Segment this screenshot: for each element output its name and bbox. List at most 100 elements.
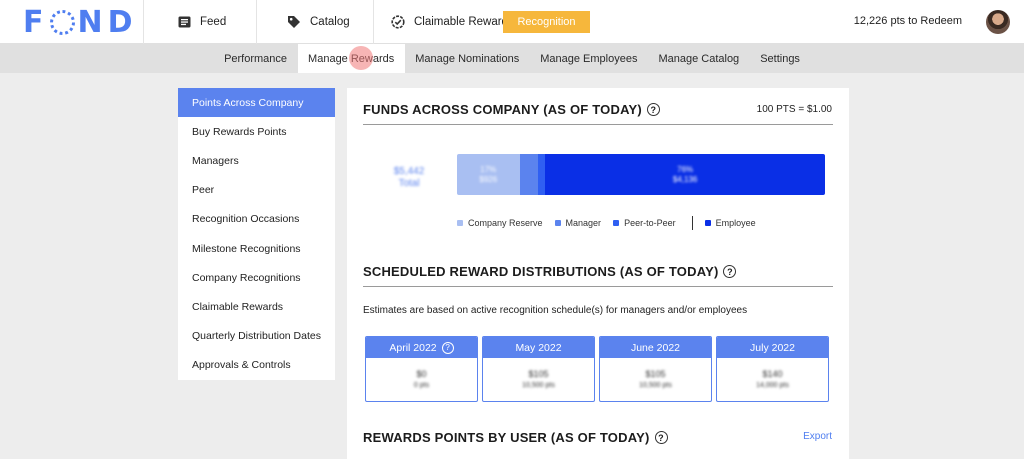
legend-label: Employee	[715, 218, 756, 228]
legend-label: Company Reserve	[468, 218, 543, 228]
legend-swatch	[457, 220, 463, 226]
legend-manager: Manager	[554, 218, 602, 228]
sidebar-item-managers[interactable]: Managers	[192, 154, 239, 167]
month-header: July 2022	[717, 337, 828, 358]
legend-employee: Employee	[704, 218, 756, 228]
points-by-user-title-text: REWARDS POINTS BY USER (AS OF TODAY)	[363, 430, 650, 445]
month-card-june[interactable]: June 2022 $105 10,500 pts	[599, 336, 712, 402]
points-rate: 100 PTS = $1.00	[756, 104, 832, 115]
month-value: $140	[762, 368, 783, 379]
legend-separator	[691, 216, 693, 230]
month-points: 0 pts	[413, 381, 430, 389]
sidebar-item-claimable-rewards[interactable]: Claimable Rewards	[192, 300, 284, 313]
help-icon[interactable]: ?	[723, 265, 737, 278]
funds-title-text: FUNDS ACROSS COMPANY (AS OF TODAY)	[363, 102, 642, 117]
scheduled-title-text: SCHEDULED REWARD DISTRIBUTIONS (AS OF TO…	[363, 264, 719, 279]
tab-manage-employees[interactable]: Manage Employees	[540, 52, 638, 65]
legend-label: Peer-to-Peer	[624, 218, 676, 228]
help-icon[interactable]: ?	[654, 431, 668, 444]
seg-company-reserve-pct: 17%	[480, 164, 497, 174]
bar-segment-peer-to-peer[interactable]	[537, 154, 546, 195]
check-badge-icon	[391, 15, 405, 29]
month-header: April 2022?	[366, 337, 477, 358]
month-body: $0 0 pts	[366, 358, 477, 401]
sidebar-item-milestone-recognitions[interactable]: Milestone Recognitions	[192, 242, 301, 255]
legend-peer-to-peer: Peer-to-Peer	[613, 218, 676, 228]
nav-feed-label: Feed	[200, 16, 227, 28]
month-card-july[interactable]: July 2022 $140 14,000 pts	[716, 336, 829, 402]
logo-o-mark	[49, 9, 75, 35]
sidebar-item-approvals-controls[interactable]: Approvals & Controls	[192, 359, 291, 372]
manage-subnav: Performance Manage Rewards Manage Nomina…	[0, 44, 1024, 73]
top-header: F ND Feed Catalog Claimable Rewards Recog…	[0, 0, 1024, 44]
month-card-may[interactable]: May 2022 $105 10,500 pts	[482, 336, 595, 402]
month-body: $140 14,000 pts	[717, 358, 828, 401]
month-label: June 2022	[630, 341, 681, 354]
month-body: $105 10,500 pts	[600, 358, 711, 401]
nav-catalog-label: Catalog	[310, 16, 350, 28]
month-points: 14,000 pts	[756, 381, 789, 389]
scheduled-title: SCHEDULED REWARD DISTRIBUTIONS (AS OF TO…	[363, 264, 737, 279]
sidebar-item-buy-rewards-points[interactable]: Buy Rewards Points	[192, 125, 287, 138]
month-value: $105	[528, 368, 549, 379]
nav-feed[interactable]: Feed	[143, 0, 256, 44]
funds-title: FUNDS ACROSS COMPANY (AS OF TODAY) ?	[363, 102, 660, 117]
funds-stacked-bar: 17% $926 76% $4,136	[457, 154, 825, 195]
sidebar-item-company-recognitions[interactable]: Company Recognitions	[192, 271, 301, 284]
month-value: $105	[645, 368, 666, 379]
tab-performance[interactable]: Performance	[224, 52, 288, 65]
feed-icon	[177, 15, 191, 29]
seg-employee-pct: 76%	[677, 164, 694, 174]
funds-total-value: $5,442	[393, 166, 425, 177]
tab-manage-nominations[interactable]: Manage Nominations	[415, 52, 520, 65]
month-header: May 2022	[483, 337, 594, 358]
month-label: April 2022	[389, 341, 437, 354]
export-link[interactable]: Export	[803, 431, 832, 442]
bar-segment-manager[interactable]	[519, 154, 538, 195]
tab-settings[interactable]: Settings	[760, 52, 800, 65]
seg-company-reserve-amt: $926	[479, 174, 498, 184]
month-body: $105 10,500 pts	[483, 358, 594, 401]
legend-swatch	[554, 220, 561, 226]
legend-company-reserve: Company Reserve	[457, 218, 543, 228]
nav-claimable-rewards-label: Claimable Rewards	[414, 16, 514, 28]
funds-total: $5,442 Total	[384, 166, 434, 190]
click-indicator	[349, 46, 373, 70]
month-label: May 2022	[515, 341, 562, 354]
month-label: July 2022	[750, 341, 795, 354]
funds-total-label: Total	[398, 178, 420, 189]
sidebar-item-quarterly-distribution-dates[interactable]: Quarterly Distribution Dates	[192, 330, 321, 343]
fond-logo[interactable]: F ND	[23, 4, 138, 40]
nav-catalog[interactable]: Catalog	[256, 0, 373, 44]
points-by-user-title: REWARDS POINTS BY USER (AS OF TODAY) ?	[363, 430, 668, 445]
tab-manage-catalog[interactable]: Manage Catalog	[658, 52, 740, 65]
estimate-note: Estimates are based on active recognitio…	[363, 305, 748, 316]
rewards-sidebar: Points Across Company Buy Rewards Points…	[178, 88, 335, 380]
funds-legend: Company Reserve Manager Peer-to-Peer Emp…	[457, 216, 768, 230]
month-points: 10,500 pts	[639, 381, 672, 389]
points-to-redeem[interactable]: 12,226 pts to Redeem	[853, 15, 962, 27]
legend-label: Manager	[565, 218, 602, 228]
seg-employee-amt: $4,136	[672, 174, 698, 184]
help-icon[interactable]: ?	[646, 103, 660, 116]
sidebar-item-peer[interactable]: Peer	[192, 184, 215, 197]
month-header: June 2022	[600, 337, 711, 358]
sidebar-item-recognition-occasions[interactable]: Recognition Occasions	[192, 213, 300, 226]
month-points: 10,500 pts	[522, 381, 555, 389]
month-card-april[interactable]: April 2022? $0 0 pts	[365, 336, 478, 402]
month-cards: April 2022? $0 0 pts May 2022 $105 10,500 …	[365, 336, 829, 402]
divider	[363, 286, 833, 287]
legend-swatch	[704, 220, 711, 226]
top-nav: Feed Catalog Claimable Rewards	[143, 0, 619, 44]
month-value: $0	[416, 368, 427, 379]
bar-segment-company-reserve[interactable]: 17% $926	[457, 154, 520, 195]
tag-icon	[287, 15, 301, 29]
recognition-button[interactable]: Recognition	[503, 11, 590, 33]
help-icon[interactable]: ?	[441, 341, 454, 354]
divider	[363, 124, 833, 125]
user-avatar[interactable]	[986, 10, 1010, 34]
legend-swatch	[613, 220, 620, 226]
bar-segment-employee[interactable]: 76% $4,136	[545, 154, 825, 195]
nav-claimable-rewards[interactable]: Claimable Rewards	[373, 0, 619, 44]
sidebar-item-points-across-company[interactable]: Points Across Company	[178, 88, 335, 118]
